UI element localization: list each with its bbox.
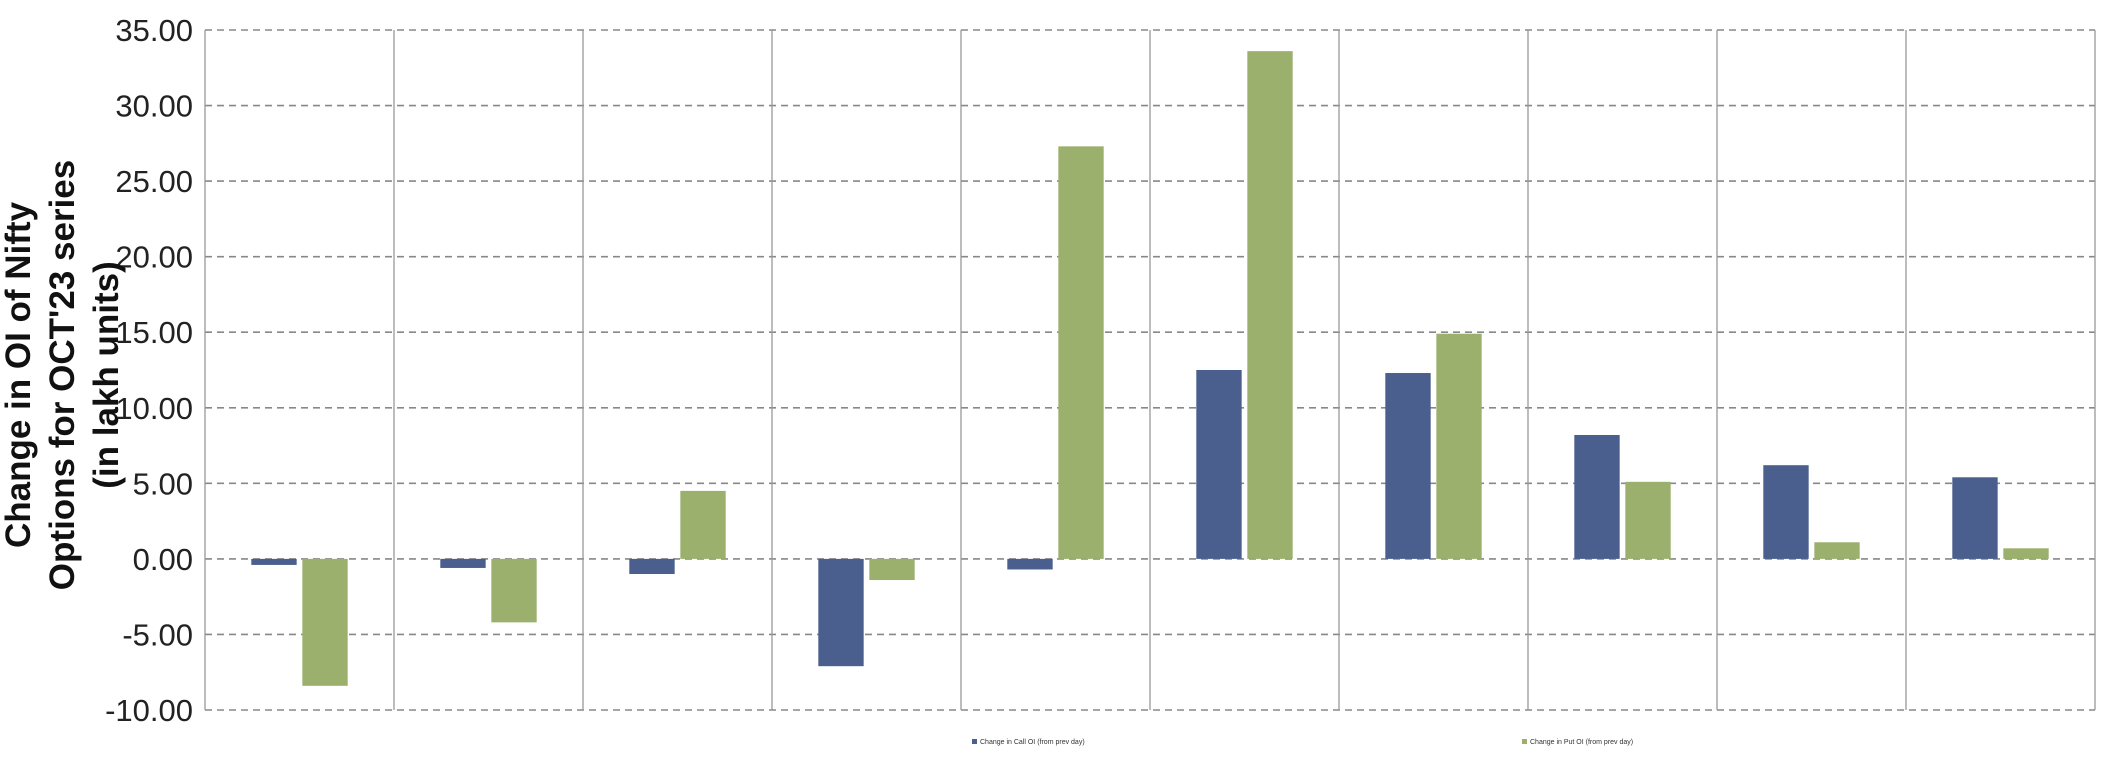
bars — [251, 51, 2049, 686]
y-tick-label: 0.00 — [133, 542, 193, 577]
legend-swatch — [1522, 739, 1527, 744]
y-axis-ticks: 35.00 30.00 25.00 20.00 15.00 10.00 5.00 0.00 -5… — [105, 13, 193, 728]
bar-call-9 — [1763, 465, 1809, 559]
bar-put-1 — [302, 558, 348, 686]
bar-call-4 — [818, 558, 864, 667]
bar-put-5 — [1058, 146, 1104, 559]
y-tick-label: 30.00 — [115, 89, 193, 124]
y-tick-label: 15.00 — [115, 315, 193, 350]
bar-put-10 — [2003, 548, 2049, 559]
y-axis-label-line: Change in OI of Nifty — [0, 201, 38, 548]
bar-put-6 — [1247, 51, 1293, 559]
bar-put-8 — [1625, 481, 1671, 559]
y-tick-label: 10.00 — [115, 391, 193, 426]
y-axis-label-line: (in lakh units) — [87, 261, 126, 489]
bar-put-9 — [1814, 542, 1860, 559]
legend-entry: Change in Put OI (from prev day) — [1530, 739, 1633, 746]
bar-call-6 — [1196, 370, 1242, 559]
y-tick-label: -10.00 — [105, 693, 193, 728]
bar-call-5 — [1007, 558, 1053, 570]
legend-swatch — [972, 739, 977, 744]
bar-put-7 — [1436, 333, 1482, 559]
legend: Change in Call OI (from prev day) Change … — [972, 739, 1633, 746]
y-tick-label: 20.00 — [115, 240, 193, 275]
bar-put-4 — [869, 558, 915, 581]
y-axis-label: Change in OI of Nifty Options for OCT'23 … — [0, 160, 126, 590]
legend-entry: Change in Call OI (from prev day) — [980, 739, 1085, 746]
bar-call-3 — [629, 558, 675, 574]
y-tick-label: 5.00 — [133, 466, 193, 501]
bar-call-10 — [1952, 477, 1998, 559]
grid — [204, 29, 2096, 711]
bar-put-2 — [491, 558, 537, 623]
y-tick-label: 25.00 — [115, 164, 193, 199]
y-tick-label: -5.00 — [122, 617, 193, 652]
bar-call-8 — [1574, 434, 1620, 559]
bar-call-7 — [1385, 373, 1431, 559]
bar-put-3 — [680, 490, 726, 559]
y-axis-label-line: Options for OCT'23 series — [43, 160, 82, 590]
bar-call-1 — [251, 558, 297, 565]
bar-call-2 — [440, 558, 486, 568]
y-tick-label: 35.00 — [115, 13, 193, 48]
